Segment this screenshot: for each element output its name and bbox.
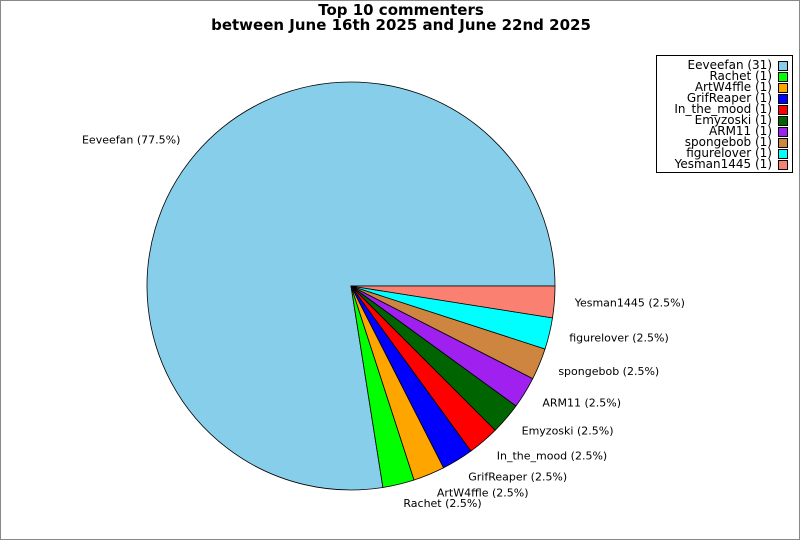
legend-swatch	[778, 93, 788, 104]
legend-swatch	[778, 60, 788, 71]
legend-entry-arm11: ARM11 (1)	[709, 124, 788, 138]
slice-label-artw4ffle: ArtW4ffle (2.5%)	[437, 486, 529, 499]
legend-label: Rachet (1)	[709, 69, 772, 83]
slice-label-arm11: ARM11 (2.5%)	[542, 396, 621, 409]
slice-label-spongebob: spongebob (2.5%)	[558, 365, 659, 378]
legend-label: In_the_mood (1)	[674, 102, 772, 116]
slice-label-in_the_mood: In_the_mood (2.5%)	[497, 450, 607, 463]
legend-label: figurelover (1)	[686, 146, 772, 160]
legend-label: GrifReaper (1)	[686, 91, 772, 105]
legend-entry-grifreaper: GrifReaper (1)	[686, 91, 788, 105]
legend-label: Eeveefan (31)	[687, 58, 772, 72]
legend-label: ArtW4ffle (1)	[694, 80, 772, 94]
pie-slice-yesman1445	[350, 285, 556, 319]
slice-label-yesman1445: Yesman1445 (2.5%)	[574, 297, 685, 310]
legend-label: Yesman1445 (1)	[674, 157, 772, 171]
legend-swatch	[778, 137, 788, 148]
legend-swatch	[778, 148, 788, 159]
legend-swatch	[778, 104, 788, 115]
legend-entry-in_the_mood: In_the_mood (1)	[674, 102, 788, 116]
legend-label: ARM11 (1)	[709, 124, 772, 138]
chart-legend: Eeveefan (31) Rachet (1) ArtW4ffle (1) Grif…	[656, 55, 793, 173]
slice-label-emyzoski: Emyzoski (2.5%)	[522, 425, 614, 438]
slice-label-eeveefan: Eeveefan (77.5%)	[82, 133, 180, 146]
slice-label-figurelover: figurelover (2.5%)	[569, 331, 669, 344]
legend-swatch	[778, 159, 788, 170]
slice-label-rachet: Rachet (2.5%)	[403, 497, 481, 510]
legend-entry-emyzoski: Emyzoski (1)	[694, 113, 788, 127]
legend-entry-spongebob: spongebob (1)	[684, 135, 788, 149]
chart-title-line2: between June 16th 2025 and June 22nd 202…	[211, 16, 591, 34]
legend-swatch	[778, 71, 788, 82]
legend-label: Emyzoski (1)	[694, 113, 772, 127]
chart-title: Top 10 commenters between June 16th 2025…	[1, 1, 799, 34]
chart-title-line1: Top 10 commenters	[318, 1, 484, 19]
legend-swatch	[778, 115, 788, 126]
slice-label-grifreaper: GrifReaper (2.5%)	[468, 470, 567, 483]
legend-entry-eeveefan: Eeveefan (31)	[687, 58, 788, 72]
legend-entry-artw4ffle: ArtW4ffle (1)	[694, 80, 788, 94]
legend-swatch	[778, 82, 788, 93]
legend-swatch	[778, 126, 788, 137]
legend-entry-rachet: Rachet (1)	[709, 69, 788, 83]
legend-entry-figurelover: figurelover (1)	[686, 146, 788, 160]
legend-label: spongebob (1)	[684, 135, 772, 149]
legend-entry-yesman1445: Yesman1445 (1)	[674, 157, 788, 171]
